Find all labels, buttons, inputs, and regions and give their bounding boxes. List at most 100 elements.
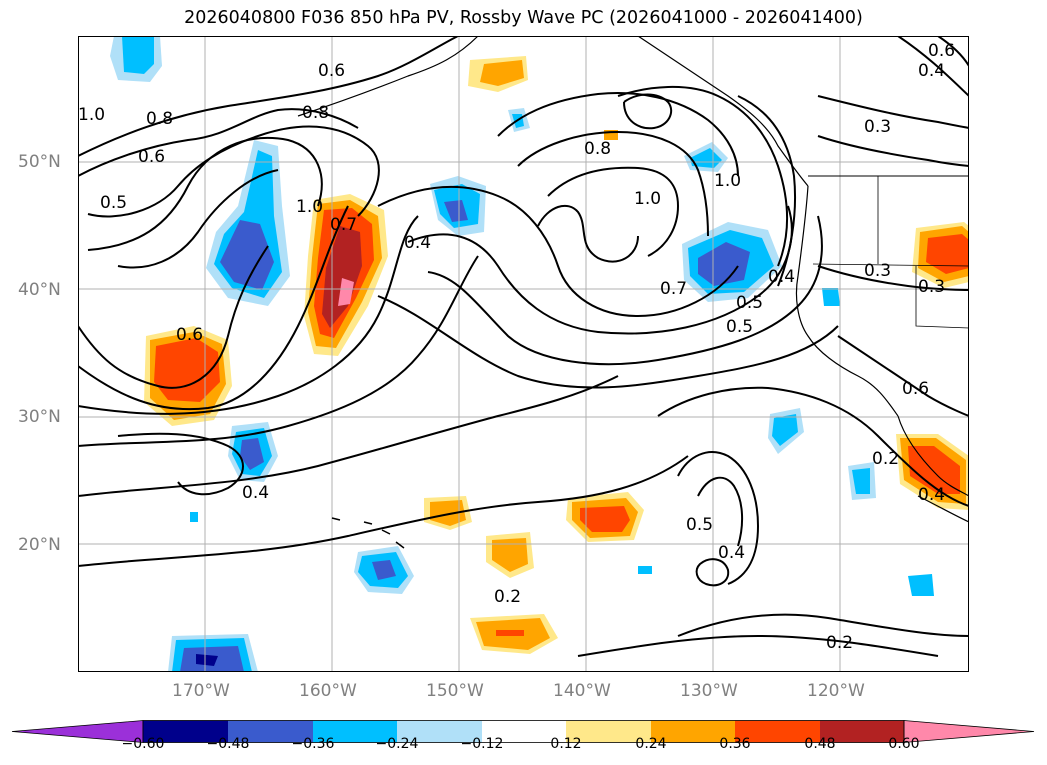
shaded-anomalies bbox=[110, 36, 969, 672]
pv-contour bbox=[897, 36, 969, 97]
negative-anomaly bbox=[772, 414, 798, 446]
pv-contour bbox=[657, 386, 969, 507]
positive-anomaly bbox=[338, 278, 354, 306]
pv-contour bbox=[737, 95, 797, 287]
negative-anomaly bbox=[122, 36, 154, 74]
contour-label: 0.8 bbox=[146, 109, 173, 129]
positive-anomaly bbox=[580, 506, 630, 532]
contour-label: 0.2 bbox=[872, 449, 899, 469]
lon-tick-label: 140°W bbox=[553, 681, 611, 701]
colorbar-tick-label: −0.24 bbox=[375, 736, 419, 752]
negative-anomaly bbox=[822, 288, 840, 306]
lat-tick-label: 30°N bbox=[18, 407, 61, 427]
contour-label: 1.0 bbox=[78, 105, 105, 125]
positive-anomaly bbox=[496, 630, 524, 636]
pv-contour bbox=[577, 634, 939, 657]
lat-tick-label: 50°N bbox=[18, 152, 61, 172]
contour-label: 0.6 bbox=[928, 41, 955, 61]
negative-anomaly bbox=[372, 560, 396, 580]
pv-contour bbox=[817, 135, 969, 167]
contour-label: 0.8 bbox=[584, 139, 611, 159]
negative-anomaly bbox=[190, 512, 198, 522]
pv-contour bbox=[537, 204, 639, 263]
contour-label: 1.0 bbox=[714, 171, 741, 191]
negative-anomaly bbox=[444, 200, 468, 222]
hawaii-islands bbox=[331, 517, 405, 549]
contour-label: 0.5 bbox=[726, 317, 753, 337]
colorbar-tick-label: 0.24 bbox=[635, 736, 667, 752]
colorbar-tick-label: −0.12 bbox=[460, 736, 504, 752]
pv-contour bbox=[817, 265, 969, 291]
negative-anomaly bbox=[908, 574, 934, 596]
colorbar-segment bbox=[313, 720, 397, 743]
pv-contour bbox=[377, 295, 839, 389]
contour-label: 1.0 bbox=[296, 197, 323, 217]
pv-contour bbox=[78, 255, 479, 447]
pv-contour bbox=[377, 185, 739, 318]
lat-tick-label: 20°N bbox=[18, 535, 61, 555]
colorbar-segment bbox=[397, 720, 482, 743]
pv-contour bbox=[407, 205, 793, 335]
baja-coast bbox=[897, 415, 969, 497]
colorbar-segment bbox=[228, 720, 313, 743]
pv-contour bbox=[78, 36, 459, 157]
pv-contour bbox=[517, 130, 709, 237]
pv-contour bbox=[547, 166, 680, 257]
positive-anomaly bbox=[154, 338, 220, 402]
negative-anomaly bbox=[220, 220, 274, 290]
pv-contour bbox=[937, 36, 969, 67]
contour-label: 1.0 bbox=[634, 189, 661, 209]
mexico-coast bbox=[917, 495, 969, 523]
pv-contour bbox=[695, 558, 730, 587]
pv-contour bbox=[87, 136, 323, 251]
contour-labels: 0.6 0.8 0.8 0.6 1.0 0.5 1.0 0.7 0.4 0.8 … bbox=[78, 41, 955, 653]
contour-label: 0.6 bbox=[138, 147, 165, 167]
us-west-coast bbox=[795, 185, 899, 417]
alaska-coast bbox=[297, 36, 479, 117]
pv-contour bbox=[817, 95, 969, 129]
pv-contour bbox=[837, 335, 969, 417]
contour-label: 0.5 bbox=[736, 293, 763, 313]
contour-label: 0.4 bbox=[404, 233, 431, 253]
pv-contours bbox=[78, 36, 969, 657]
lon-tick-label: 120°W bbox=[807, 681, 865, 701]
contour-label: 0.4 bbox=[718, 543, 745, 563]
contour-label: 0.3 bbox=[918, 277, 945, 297]
contour-label: 0.7 bbox=[660, 279, 687, 299]
pv-contour bbox=[427, 215, 823, 366]
pv-contour bbox=[117, 169, 279, 269]
state-border bbox=[812, 263, 969, 267]
positive-anomaly bbox=[926, 234, 969, 274]
pv-contour bbox=[78, 245, 269, 389]
contour-label: 0.6 bbox=[318, 61, 345, 81]
pv-contour bbox=[78, 215, 419, 415]
pv-contour bbox=[677, 451, 760, 585]
colorbar-tick-label: 0.60 bbox=[888, 736, 920, 752]
lon-tick-label: 160°W bbox=[299, 681, 357, 701]
colorbar-extend-high bbox=[903, 720, 1035, 743]
colorbar-tick-label: −0.48 bbox=[206, 736, 250, 752]
colorbar-tick-label: −0.36 bbox=[291, 736, 335, 752]
map-border bbox=[78, 36, 969, 672]
contour-label: 0.6 bbox=[902, 379, 929, 399]
lon-tick-label: 130°W bbox=[680, 681, 738, 701]
negative-anomaly bbox=[638, 566, 652, 574]
pv-contour bbox=[117, 432, 244, 496]
pv-contour bbox=[677, 613, 969, 637]
bc-coast bbox=[637, 36, 809, 187]
contour-label: 0.8 bbox=[302, 103, 329, 123]
coastlines bbox=[297, 36, 969, 549]
contour-label: 0.4 bbox=[918, 485, 945, 505]
colorbar-tick-label: −0.60 bbox=[121, 736, 165, 752]
contour-label: 0.6 bbox=[176, 325, 203, 345]
contour-label: 0.4 bbox=[242, 483, 269, 503]
colorbar-tick-label: 0.12 bbox=[550, 736, 582, 752]
negative-anomaly bbox=[196, 654, 218, 666]
contour-label: 0.3 bbox=[864, 117, 891, 137]
pv-contour bbox=[78, 205, 349, 411]
contour-label: 0.5 bbox=[686, 515, 713, 535]
pv-contour bbox=[697, 476, 744, 547]
negative-anomaly bbox=[690, 148, 722, 168]
colorbar-tick-label: 0.36 bbox=[719, 736, 751, 752]
colorbar-bar bbox=[11, 720, 1035, 743]
